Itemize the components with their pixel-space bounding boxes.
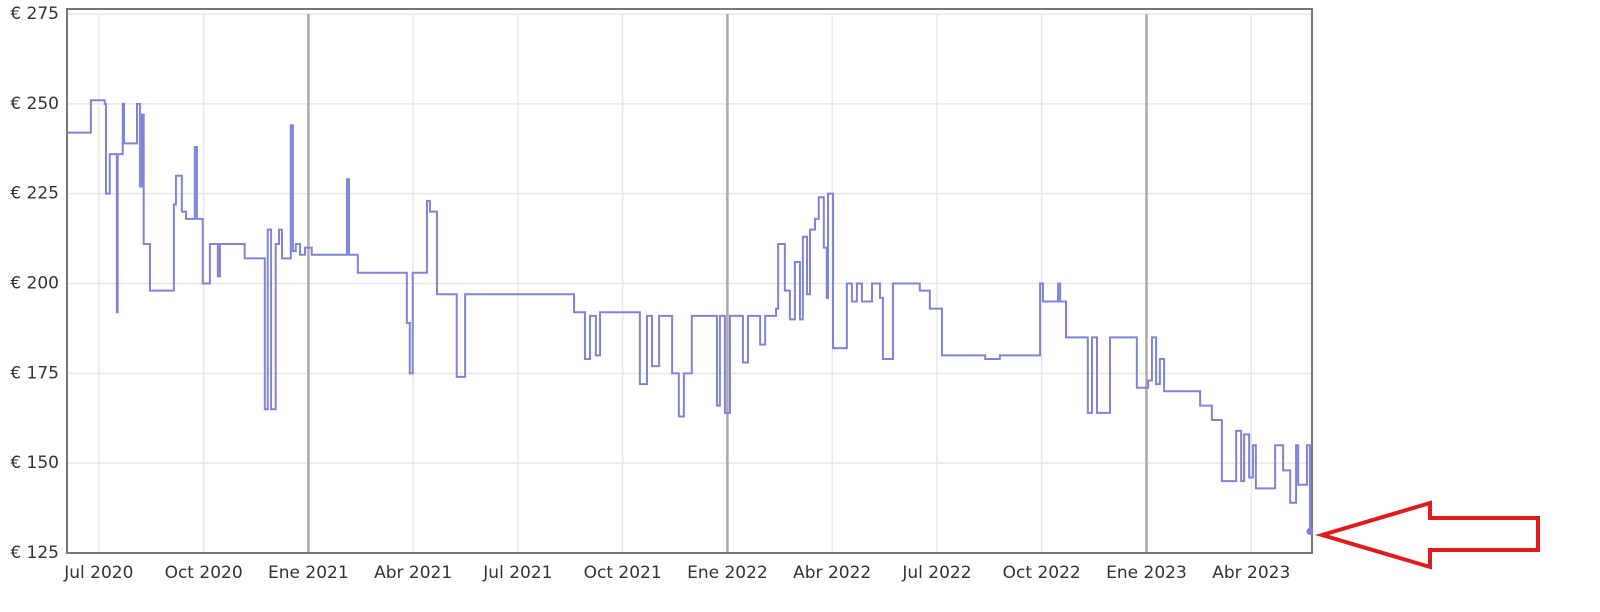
x-tick-label: Abr 2023 (1212, 563, 1290, 583)
x-tick-label: Jul 2020 (63, 563, 133, 583)
x-tick-label: Jul 2021 (482, 563, 552, 583)
price-line (67, 99, 1311, 532)
y-tick-label: € 125 (10, 543, 59, 563)
x-tick-label: Ene 2022 (687, 563, 768, 583)
x-tick-label: Ene 2023 (1106, 563, 1187, 583)
x-tick-label: Abr 2021 (374, 563, 452, 583)
x-tick-label: Ene 2021 (268, 563, 349, 583)
y-tick-label: € 275 (10, 4, 59, 24)
x-tick-label: Oct 2021 (584, 563, 662, 583)
last-point (1306, 527, 1314, 535)
y-tick-label: € 175 (10, 363, 59, 383)
x-tick-label: Jul 2022 (901, 563, 971, 583)
pointer-arrow (1314, 500, 1540, 570)
x-tick-label: Oct 2022 (1003, 563, 1081, 583)
plot: € 125 € 150 € 175 € 200 € 225 € 250 € 275 Jul 2… (10, 4, 1314, 583)
y-tick-label: € 200 (10, 274, 59, 294)
x-tick-label: Abr 2022 (793, 563, 871, 583)
plot-frame (66, 8, 1313, 554)
y-tick-label: € 150 (10, 453, 59, 473)
x-tick-label: Oct 2020 (165, 563, 243, 583)
y-tick-label: € 225 (10, 184, 59, 204)
y-tick-label: € 250 (10, 94, 59, 114)
